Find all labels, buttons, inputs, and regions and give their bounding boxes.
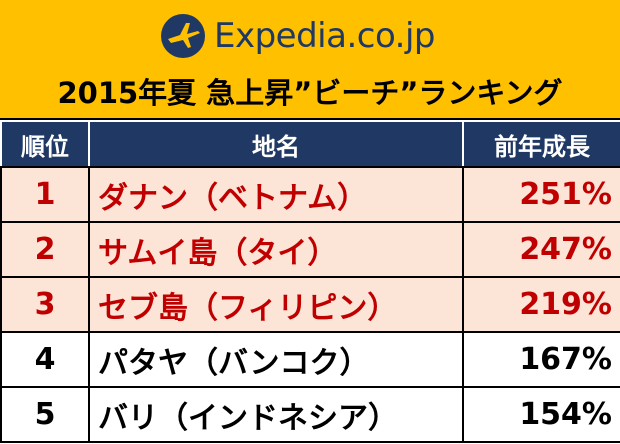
place-cell: セブ島（フィリピン） <box>88 276 464 333</box>
rank-cell: 1 <box>0 166 90 223</box>
growth-cell: 154% <box>462 386 620 443</box>
rank-cell: 5 <box>0 386 90 443</box>
column-header: 地名 <box>88 120 464 168</box>
table-row: 1 ダナン（ベトナム） 251% <box>0 166 620 223</box>
growth-cell: 219% <box>462 276 620 333</box>
rank-cell: 4 <box>0 331 90 388</box>
growth-cell: 167% <box>462 331 620 388</box>
growth-cell: 247% <box>462 221 620 278</box>
table-row: 2 サムイ島（タイ） 247% <box>0 221 620 278</box>
column-header: 順位 <box>0 120 90 168</box>
table-row: 5 バリ（インドネシア） 154% <box>0 386 620 443</box>
table-row: 3 セブ島（フィリピン） 219% <box>0 276 620 333</box>
place-cell: ダナン（ベトナム） <box>88 166 464 223</box>
rank-cell: 2 <box>0 221 90 278</box>
logo-text: Expedia.co.jp <box>214 16 436 56</box>
column-header: 前年成長 <box>462 120 620 168</box>
growth-cell: 251% <box>462 166 620 223</box>
ranking-table: 順位 地名 前年成長 1 ダナン（ベトナム） 251% 2 サムイ島（タイ） 247% 3 セ… <box>0 120 620 443</box>
place-cell: パタヤ（バンコク） <box>88 331 464 388</box>
header: Expedia.co.jp 2015年夏 急上昇”ビーチ”ランキング <box>0 0 620 120</box>
header-row: 順位 地名 前年成長 <box>0 120 620 168</box>
logo: Expedia.co.jp <box>160 10 436 62</box>
place-cell: サムイ島（タイ） <box>88 221 464 278</box>
table-row: 4 パタヤ（バンコク） 167% <box>0 331 620 388</box>
rank-cell: 3 <box>0 276 90 333</box>
place-cell: バリ（インドネシア） <box>88 386 464 443</box>
logo-icon <box>161 14 205 58</box>
title: 2015年夏 急上昇”ビーチ”ランキング <box>57 76 563 110</box>
